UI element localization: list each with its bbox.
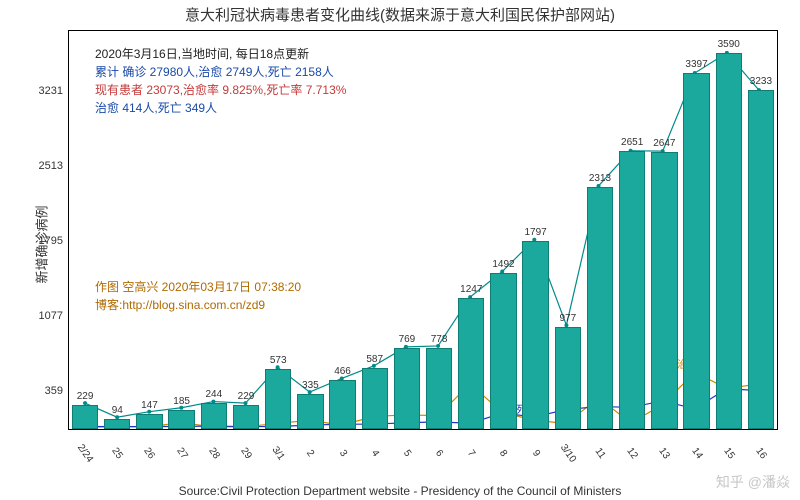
x-tick: 12 bbox=[624, 446, 639, 461]
x-tick: 6 bbox=[433, 448, 445, 459]
annot-line: 博客:http://blog.sina.com.cn/zd9 bbox=[95, 296, 301, 314]
annot-line: 治愈 414人,死亡 349人 bbox=[95, 99, 346, 117]
x-tick: 11 bbox=[593, 446, 608, 461]
bar-value-label: 3590 bbox=[709, 39, 749, 50]
bar-value-label: 3233 bbox=[741, 76, 781, 87]
x-tick: 26 bbox=[142, 446, 157, 461]
bar bbox=[72, 405, 98, 429]
bar bbox=[651, 152, 677, 429]
x-tick: 29 bbox=[238, 446, 253, 461]
bar bbox=[233, 405, 259, 429]
chart-container: 意大利冠状病毒患者变化曲线(数据来源于意大利国民保护部网站) 新增确诊病例 死亡… bbox=[0, 0, 800, 500]
x-tick: 27 bbox=[174, 446, 189, 461]
bar bbox=[201, 403, 227, 429]
y-tick: 3231 bbox=[19, 85, 63, 97]
bar bbox=[329, 380, 355, 429]
bar-value-label: 587 bbox=[355, 354, 395, 365]
bar bbox=[522, 241, 548, 429]
bar bbox=[394, 348, 420, 429]
bar bbox=[748, 90, 774, 429]
annot-line: 现有患者 23073,治愈率 9.825%,死亡率 7.713% bbox=[95, 81, 346, 99]
bar-value-label: 229 bbox=[65, 391, 105, 402]
bar-value-label: 778 bbox=[419, 334, 459, 345]
x-tick: 16 bbox=[753, 446, 768, 461]
annot-line: 累计 确诊 27980人,治愈 2749人,死亡 2158人 bbox=[95, 63, 346, 81]
x-tick: 7 bbox=[465, 448, 477, 459]
watermark: 知乎 @潘焱 bbox=[716, 472, 790, 492]
x-tick: 2 bbox=[304, 448, 316, 459]
x-tick: 8 bbox=[497, 448, 509, 459]
bar bbox=[136, 414, 162, 429]
bar bbox=[297, 394, 323, 429]
bar bbox=[168, 410, 194, 429]
bar bbox=[490, 273, 516, 429]
bar-value-label: 2647 bbox=[644, 138, 684, 149]
bar-value-label: 466 bbox=[323, 366, 363, 377]
annotation-stats: 2020年3月16日,当地时间, 每日18点更新累计 确诊 27980人,治愈 … bbox=[95, 45, 346, 117]
bar-value-label: 1247 bbox=[451, 284, 491, 295]
bar-value-label: 2313 bbox=[580, 173, 620, 184]
bar bbox=[555, 327, 581, 429]
x-tick: 14 bbox=[689, 446, 704, 461]
x-tick: 4 bbox=[369, 448, 381, 459]
y-tick: 2513 bbox=[19, 160, 63, 172]
bar-value-label: 573 bbox=[258, 355, 298, 366]
annot-line: 2020年3月16日,当地时间, 每日18点更新 bbox=[95, 45, 346, 63]
x-tick: 5 bbox=[401, 448, 413, 459]
x-tick: 2/24 bbox=[75, 442, 95, 464]
x-tick: 13 bbox=[657, 446, 672, 461]
bar bbox=[458, 298, 484, 429]
bar-value-label: 229 bbox=[226, 391, 266, 402]
bar-value-label: 977 bbox=[548, 313, 588, 324]
bar-value-label: 1797 bbox=[516, 227, 556, 238]
bar bbox=[587, 187, 613, 429]
bar bbox=[362, 368, 388, 429]
source-text: Source:Civil Protection Department websi… bbox=[0, 484, 800, 498]
annotation-author: 作图 空高兴 2020年03月17日 07:38:20博客:http://blo… bbox=[95, 278, 301, 314]
chart-title: 意大利冠状病毒患者变化曲线(数据来源于意大利国民保护部网站) bbox=[0, 4, 800, 25]
x-tick: 9 bbox=[530, 448, 542, 459]
bar bbox=[426, 348, 452, 429]
y-tick: 359 bbox=[19, 385, 63, 397]
bar bbox=[683, 73, 709, 429]
bar-value-label: 335 bbox=[290, 380, 330, 391]
y-tick: 1077 bbox=[19, 310, 63, 322]
annot-line: 作图 空高兴 2020年03月17日 07:38:20 bbox=[95, 278, 301, 296]
y-tick: 1795 bbox=[19, 235, 63, 247]
bar bbox=[265, 369, 291, 429]
x-tick: 3/10 bbox=[558, 442, 578, 464]
x-tick: 3/1 bbox=[270, 445, 287, 463]
x-tick: 28 bbox=[206, 446, 221, 461]
x-tick: 25 bbox=[110, 446, 125, 461]
x-tick: 15 bbox=[721, 446, 736, 461]
bar bbox=[619, 151, 645, 429]
bar bbox=[104, 419, 130, 429]
bar-value-label: 1492 bbox=[483, 259, 523, 270]
x-tick: 3 bbox=[336, 448, 348, 459]
bar-value-label: 3397 bbox=[677, 59, 717, 70]
bar bbox=[716, 53, 742, 429]
